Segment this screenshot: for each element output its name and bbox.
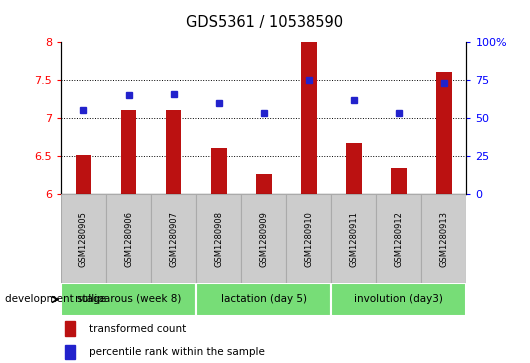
Bar xyxy=(65,322,75,336)
Bar xyxy=(196,194,241,283)
Text: involution (day3): involution (day3) xyxy=(355,294,443,305)
Text: development stage: development stage xyxy=(5,294,107,305)
Bar xyxy=(286,194,331,283)
Text: GSM1280911: GSM1280911 xyxy=(349,211,358,266)
Text: transformed count: transformed count xyxy=(90,323,187,334)
Bar xyxy=(76,155,91,194)
Bar xyxy=(346,143,361,194)
Bar xyxy=(151,194,196,283)
Text: percentile rank within the sample: percentile rank within the sample xyxy=(90,347,265,357)
Bar xyxy=(436,72,452,194)
Bar xyxy=(376,194,421,283)
Bar xyxy=(241,194,286,283)
Bar xyxy=(61,283,196,316)
Text: nulliparous (week 8): nulliparous (week 8) xyxy=(75,294,182,305)
Bar xyxy=(391,168,407,194)
Bar xyxy=(121,110,136,194)
Bar xyxy=(196,283,331,316)
Bar xyxy=(331,194,376,283)
Text: GSM1280909: GSM1280909 xyxy=(259,211,268,266)
Text: lactation (day 5): lactation (day 5) xyxy=(220,294,307,305)
Text: GSM1280913: GSM1280913 xyxy=(439,211,448,267)
Bar xyxy=(331,283,466,316)
Bar xyxy=(211,148,226,194)
Bar xyxy=(301,42,316,194)
Bar xyxy=(421,194,466,283)
Text: GSM1280906: GSM1280906 xyxy=(124,211,133,267)
Text: GSM1280907: GSM1280907 xyxy=(169,211,178,267)
Text: GSM1280905: GSM1280905 xyxy=(79,211,88,266)
Text: GSM1280912: GSM1280912 xyxy=(394,211,403,266)
Bar xyxy=(166,110,181,194)
Text: GDS5361 / 10538590: GDS5361 / 10538590 xyxy=(187,15,343,29)
Text: GSM1280908: GSM1280908 xyxy=(214,211,223,267)
Bar xyxy=(106,194,151,283)
Bar xyxy=(61,194,106,283)
Bar xyxy=(256,174,271,194)
Bar xyxy=(65,345,75,359)
Text: GSM1280910: GSM1280910 xyxy=(304,211,313,266)
